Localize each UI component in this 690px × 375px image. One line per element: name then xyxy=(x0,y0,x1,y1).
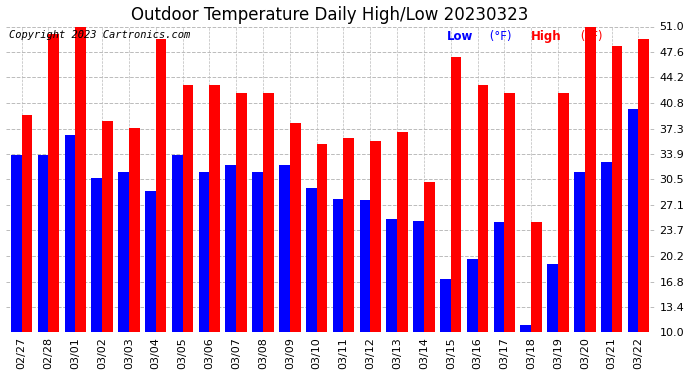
Bar xyxy=(638,39,649,333)
Bar xyxy=(236,93,247,333)
Bar xyxy=(172,155,183,333)
Bar xyxy=(226,165,236,333)
Bar xyxy=(477,85,489,333)
Bar xyxy=(118,172,129,333)
Bar xyxy=(65,135,75,333)
Bar xyxy=(183,85,193,333)
Bar xyxy=(371,141,381,333)
Text: High: High xyxy=(531,30,562,42)
Bar xyxy=(209,85,220,333)
Bar xyxy=(253,172,263,333)
Bar xyxy=(531,222,542,333)
Bar xyxy=(11,155,21,333)
Bar xyxy=(611,46,622,333)
Bar xyxy=(306,188,317,333)
Bar xyxy=(21,114,32,333)
Bar xyxy=(493,222,504,333)
Bar xyxy=(48,34,59,333)
Title: Outdoor Temperature Daily High/Low 20230323: Outdoor Temperature Daily High/Low 20230… xyxy=(131,6,529,24)
Bar xyxy=(290,123,301,333)
Bar xyxy=(547,264,558,333)
Bar xyxy=(628,110,638,333)
Bar xyxy=(344,138,354,333)
Bar xyxy=(38,155,48,333)
Bar xyxy=(574,172,585,333)
Bar xyxy=(601,162,611,333)
Bar xyxy=(558,93,569,333)
Bar xyxy=(359,200,371,333)
Bar xyxy=(467,260,477,333)
Bar xyxy=(413,220,424,333)
Bar xyxy=(504,93,515,333)
Bar xyxy=(263,93,274,333)
Bar xyxy=(440,279,451,333)
Text: Low: Low xyxy=(447,30,473,42)
Bar xyxy=(129,128,139,333)
Bar xyxy=(520,325,531,333)
Bar xyxy=(199,172,209,333)
Bar xyxy=(156,39,166,333)
Bar xyxy=(75,27,86,333)
Bar xyxy=(386,219,397,333)
Bar xyxy=(279,165,290,333)
Bar xyxy=(333,199,344,333)
Bar xyxy=(585,27,595,333)
Text: (°F): (°F) xyxy=(577,30,602,42)
Bar xyxy=(397,132,408,333)
Bar xyxy=(102,121,113,333)
Bar xyxy=(145,191,156,333)
Bar xyxy=(424,182,435,333)
Bar xyxy=(451,57,462,333)
Text: (°F): (°F) xyxy=(486,30,511,42)
Bar xyxy=(317,144,327,333)
Bar xyxy=(91,178,102,333)
Text: Copyright 2023 Cartronics.com: Copyright 2023 Cartronics.com xyxy=(9,30,190,39)
